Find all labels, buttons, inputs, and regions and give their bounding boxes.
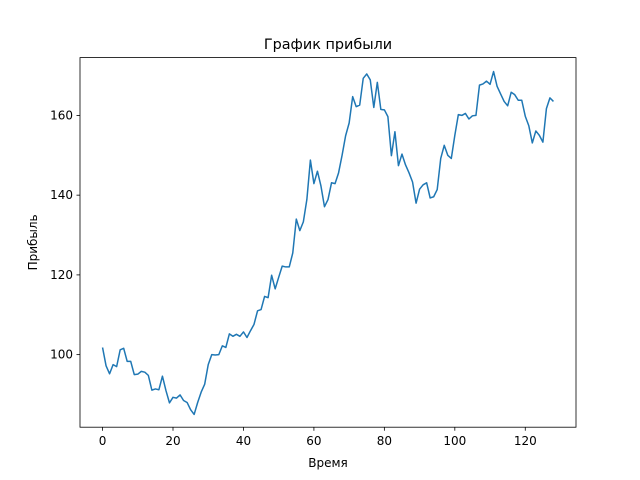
x-tick-label: 80 — [377, 434, 392, 448]
x-tick-label: 0 — [99, 434, 107, 448]
x-tick-label: 60 — [306, 434, 321, 448]
y-tick-label: 160 — [50, 108, 73, 122]
y-tick-label: 100 — [50, 348, 73, 362]
y-tick-label: 140 — [50, 188, 73, 202]
ticks-layer: 0 20 40 60 80 100 120 100 120 140 160 — [50, 108, 537, 448]
y-tick-label: 120 — [50, 268, 73, 282]
chart-title: График прибыли — [264, 37, 392, 53]
x-axis-label: Время — [308, 456, 348, 470]
x-tick-label: 40 — [236, 434, 251, 448]
series-layer — [101, 70, 554, 416]
x-tick-label: 20 — [165, 434, 180, 448]
series-line-0 — [101, 70, 554, 416]
plot-area-frame — [79, 57, 577, 428]
x-tick-label: 120 — [514, 434, 537, 448]
y-axis-label: Прибыль — [26, 214, 40, 270]
x-tick-label: 100 — [443, 434, 466, 448]
